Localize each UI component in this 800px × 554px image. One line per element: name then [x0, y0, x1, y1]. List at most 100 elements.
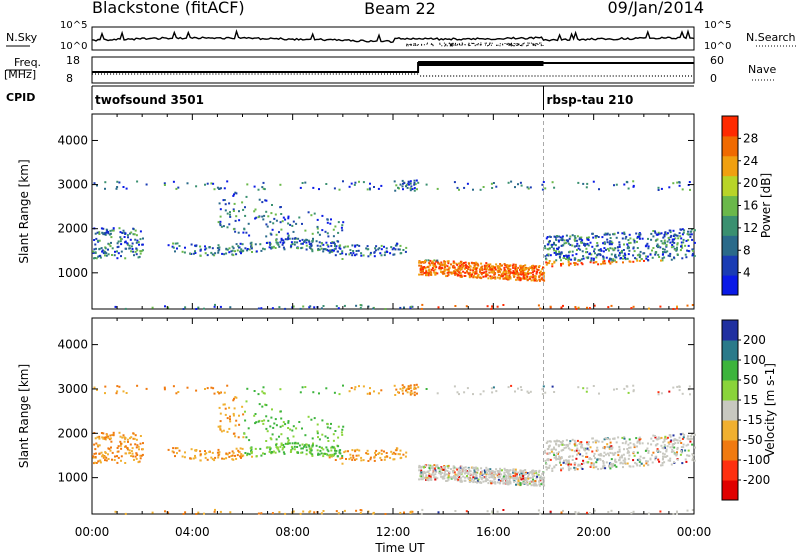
echo-cell: [360, 252, 363, 255]
echo-cell: [317, 231, 319, 234]
echo-cell: [609, 444, 612, 447]
echo-cell: [468, 479, 471, 482]
echo-cell: [608, 260, 610, 263]
echo-cell: [287, 236, 290, 239]
colorbar-tick-label: 8: [743, 243, 751, 257]
y-tick-label: 3000: [57, 178, 88, 192]
echo-cell: [690, 435, 693, 438]
echo-cell: [312, 186, 315, 189]
echo-cell: [216, 451, 219, 454]
echo-cell: [263, 452, 266, 455]
echo-cell: [163, 182, 166, 185]
echo-cell: [524, 268, 527, 271]
echo-cell: [606, 241, 609, 244]
echo-cell: [574, 262, 577, 265]
echo-cell: [441, 476, 444, 479]
echo-cell: [498, 265, 500, 268]
echo-cell: [492, 471, 495, 474]
echo-cell: [239, 447, 242, 450]
echo-cell: [489, 468, 492, 471]
echo-cell: [681, 437, 684, 440]
echo-cell: [290, 450, 293, 452]
echo-cell: [164, 305, 166, 308]
echo-cell: [282, 246, 285, 249]
echo-cell: [654, 253, 657, 256]
echo-cell: [585, 455, 587, 458]
echo-cell: [337, 445, 340, 448]
echo-cell: [257, 393, 260, 396]
echo-cell: [284, 307, 287, 310]
colorbar-cell: [722, 116, 738, 137]
echo-cell: [676, 248, 678, 251]
echo-cell: [640, 462, 643, 465]
echo-cell: [527, 268, 530, 271]
echo-cell: [590, 462, 593, 465]
echo-cell: [351, 449, 354, 452]
echo-cell: [524, 272, 527, 275]
echo-cell: [429, 477, 432, 479]
echo-cell: [444, 469, 447, 471]
echo-cell: [308, 445, 311, 448]
echo-cell: [647, 237, 649, 240]
echo-cell: [407, 181, 410, 184]
echo-cell: [298, 421, 301, 423]
echo-cell: [603, 438, 606, 441]
echo-cell: [406, 186, 409, 189]
echo-cell: [516, 272, 519, 275]
echo-cell: [151, 511, 154, 514]
echo-cell: [681, 228, 684, 231]
echo-cell: [650, 232, 653, 235]
echo-cell: [253, 210, 256, 213]
echo-cell: [324, 230, 327, 233]
echo-cell: [472, 188, 474, 191]
echo-cell: [667, 236, 670, 239]
echo-cell: [139, 250, 142, 253]
echo-cell: [586, 236, 588, 239]
echo-cell: [114, 455, 116, 458]
echo-cell: [226, 453, 229, 456]
echo-cell: [436, 464, 439, 467]
echo-cell: [568, 461, 571, 464]
echo-cell: [662, 242, 665, 245]
echo-cell: [621, 249, 623, 252]
echo-cell: [377, 392, 380, 395]
echo-cell: [351, 244, 354, 247]
echo-cell: [519, 482, 522, 485]
echo-cell: [292, 220, 295, 223]
echo-cell: [574, 466, 577, 469]
echo-cell: [119, 236, 122, 239]
echo-cell: [232, 399, 235, 402]
echo-cell: [356, 448, 359, 451]
echo-cell: [567, 459, 570, 462]
echo-cell: [129, 232, 131, 235]
echo-cell: [681, 188, 684, 191]
echo-cell: [456, 468, 459, 471]
echo-cell: [254, 422, 257, 425]
echo-cell: [130, 450, 133, 453]
echo-cell: [501, 480, 504, 483]
echo-cell: [94, 461, 97, 464]
echo-cell: [455, 473, 458, 476]
echo-cell: [135, 241, 138, 244]
echo-cell: [661, 257, 664, 260]
echo-cell: [464, 261, 467, 264]
echo-cell: [658, 460, 661, 463]
echo-cell: [527, 270, 529, 273]
echo-cell: [460, 465, 463, 468]
echo-cell: [491, 305, 494, 308]
echo-cell: [248, 234, 251, 237]
echo-cell: [640, 258, 643, 260]
echo-cell: [574, 444, 577, 447]
echo-cell: [536, 271, 539, 273]
echo-cell: [477, 273, 480, 276]
echo-cell: [282, 239, 285, 242]
echo-cell: [245, 436, 248, 439]
echo-cell: [418, 466, 421, 469]
echo-cell: [274, 418, 277, 421]
echo-cell: [691, 459, 694, 462]
echo-cell: [561, 237, 564, 240]
echo-cell: [665, 243, 668, 246]
echo-cell: [117, 450, 120, 453]
echo-cell: [502, 277, 505, 280]
echo-cell: [603, 233, 606, 236]
